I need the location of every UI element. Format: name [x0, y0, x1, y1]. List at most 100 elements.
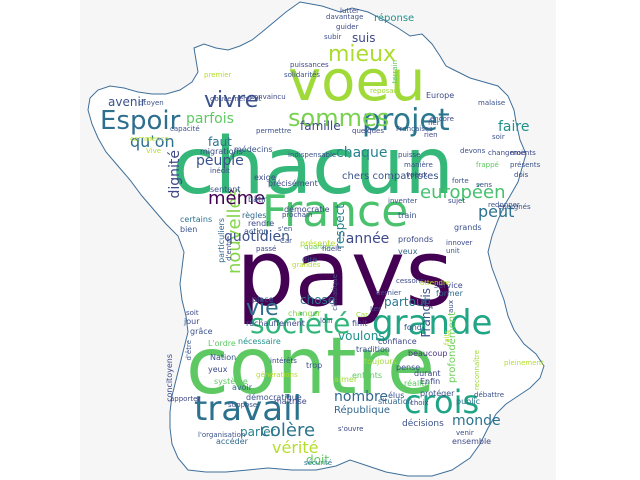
word-82: sentent — [210, 185, 241, 194]
word-149: générations — [256, 371, 298, 379]
word-86: place — [252, 295, 274, 304]
word-134: citoyen — [138, 99, 164, 107]
word-163: quartier — [304, 243, 332, 251]
word-122: redonner — [488, 201, 520, 209]
word-76: règles — [242, 211, 267, 220]
word-42: profondément — [447, 312, 458, 383]
word-119: forte — [452, 177, 469, 185]
word-133: Vive — [146, 147, 162, 155]
word-129: prochain — [282, 211, 313, 219]
word-35: chose — [300, 293, 336, 307]
word-19: vérité — [272, 438, 319, 457]
word-61: durant — [414, 369, 441, 378]
word-69: veux — [398, 247, 418, 256]
word-103: davantage — [326, 13, 364, 21]
word-4: France — [262, 186, 409, 237]
word-66: former — [436, 289, 463, 298]
word-13: mieux — [328, 42, 397, 67]
word-53: système — [214, 377, 248, 386]
word-11: société — [250, 307, 351, 340]
word-80: médecins — [234, 145, 273, 154]
word-140: grandes — [292, 261, 321, 269]
word-64: Enfin — [420, 377, 441, 386]
word-131: d'entre — [225, 236, 233, 261]
word-62: élus — [388, 391, 405, 400]
word-72: train — [398, 211, 417, 220]
word-47: sécurité — [304, 459, 333, 467]
word-162: climatique — [331, 274, 339, 311]
word-166: Ler — [370, 305, 381, 313]
word-15: même — [208, 188, 266, 209]
word-160: dernier — [376, 289, 402, 297]
word-3: voeu — [288, 49, 426, 114]
word-152: s'ouvre — [338, 425, 364, 433]
word-16: vie — [246, 296, 279, 321]
word-28: parfois — [186, 111, 234, 127]
word-170: reconnaître — [473, 350, 481, 391]
word-105: subir — [324, 33, 342, 41]
word-104: guider — [336, 23, 359, 31]
word-70: profonds — [398, 235, 434, 244]
word-153: fier — [428, 119, 440, 127]
word-143: d'être — [185, 340, 193, 361]
word-8: projet — [362, 103, 450, 138]
word-81: exige — [254, 173, 276, 182]
word-51: décisions — [402, 419, 444, 429]
word-88: grâce — [190, 327, 213, 336]
word-110: permettre — [256, 127, 292, 135]
word-6: grande — [372, 303, 493, 343]
word-89: L'ordre — [208, 339, 236, 348]
word-67: service — [434, 281, 463, 290]
word-68: grands — [454, 223, 482, 232]
word-60: situation — [378, 397, 413, 406]
word-41: voulons — [338, 329, 385, 343]
word-2: chacun — [172, 122, 454, 212]
word-112: Françaises — [396, 125, 433, 133]
word-84: bien — [180, 225, 198, 234]
word-147: suppose — [228, 401, 258, 409]
word-115: devons — [460, 147, 486, 155]
word-95: aimer — [334, 375, 358, 384]
word-127: voeux — [406, 171, 428, 179]
word-18: européen — [420, 182, 506, 203]
word-171: pleinement — [504, 359, 544, 367]
word-101: fond — [404, 323, 422, 332]
word-58: réalité — [404, 379, 430, 388]
word-55: nécessaire — [238, 337, 281, 346]
word-100: tradition — [356, 345, 390, 354]
word-10: Espoir — [100, 106, 181, 136]
word-54: Nation — [210, 353, 237, 362]
word-21: l'année — [338, 231, 390, 247]
word-165: passé — [256, 245, 277, 253]
word-135: commence — [130, 135, 169, 143]
word-74: bâtir — [248, 195, 267, 204]
word-39: dignité — [167, 150, 183, 199]
word-159: fidèle — [322, 245, 342, 253]
france-outline-path — [87, 1, 545, 477]
word-144: apporter — [170, 395, 201, 403]
word-5: travail — [194, 389, 302, 429]
word-124: unit — [446, 247, 460, 255]
word-83: certains — [180, 215, 213, 224]
word-155: soir — [492, 133, 505, 141]
word-169: aux — [447, 300, 455, 313]
word-73: précisément — [268, 179, 318, 188]
word-87: jour — [184, 317, 200, 326]
word-120: sens — [476, 181, 493, 189]
word-116: mois — [510, 149, 527, 157]
word-97: changer — [288, 309, 321, 318]
word-99: toujours — [364, 357, 397, 366]
word-33: monde — [452, 413, 501, 429]
word-56: confiance — [378, 337, 417, 346]
word-141: loin — [320, 317, 333, 325]
word-52: ensemble — [452, 437, 492, 446]
word-121: sujet — [448, 197, 466, 205]
word-107: solidarités — [284, 71, 321, 79]
word-44: réponse — [374, 13, 415, 24]
word-117: présents — [510, 161, 541, 169]
word-22: chaque — [336, 145, 388, 161]
word-26: faire — [498, 119, 530, 135]
word-29: peuple — [196, 153, 244, 169]
word-78: action — [244, 227, 269, 236]
